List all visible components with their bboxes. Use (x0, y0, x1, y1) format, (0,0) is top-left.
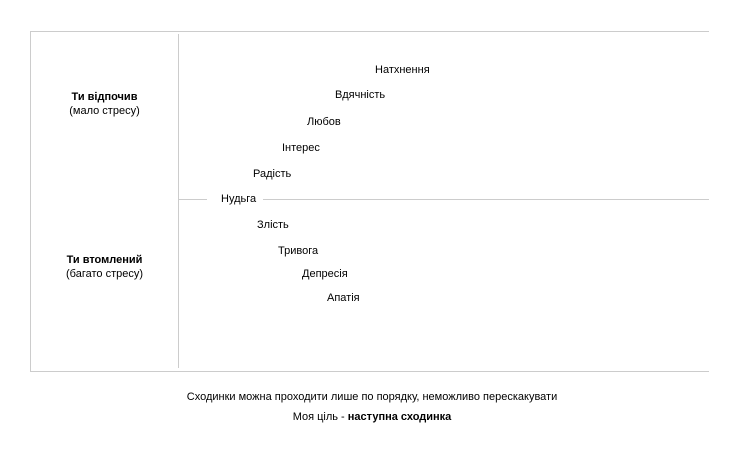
rested-state-label: Ти відпочив (мало стресу) (31, 90, 178, 118)
step-love: Любов (307, 116, 341, 128)
step-inspiration: Натхнення (375, 64, 430, 76)
rested-title: Ти відпочив (71, 91, 138, 103)
frame-top-border (30, 31, 709, 32)
step-gratitude: Вдячність (335, 89, 386, 101)
step-interest: Інтерес (282, 142, 320, 154)
frame-bottom-border (30, 371, 709, 372)
tired-subtitle: (багато стресу) (66, 268, 143, 280)
step-joy: Радість (253, 168, 292, 180)
rested-subtitle: (мало стресу) (69, 105, 140, 117)
step-depression: Депресія (302, 268, 348, 280)
footer-goal-text: Моя ціль - наступна сходинка (0, 410, 744, 424)
footer-goal-bold: наступна сходинка (347, 411, 452, 423)
step-anxiety: Тривога (278, 245, 319, 257)
step-apathy: Апатія (327, 292, 360, 304)
frame-left-border (30, 31, 31, 371)
tired-state-label: Ти втомлений (багато стресу) (31, 253, 178, 281)
column-divider (178, 34, 179, 368)
footer-goal-prefix: Моя ціль - (292, 411, 348, 423)
step-boredom: Нудьга (221, 193, 257, 205)
footer-rule-text: Сходинки можна проходити лише по порядку… (186, 391, 558, 403)
baseline-left-segment (179, 199, 207, 200)
step-anger: Злість (257, 219, 289, 231)
tired-title: Ти втомлений (66, 254, 143, 266)
baseline-right-segment (263, 199, 709, 200)
